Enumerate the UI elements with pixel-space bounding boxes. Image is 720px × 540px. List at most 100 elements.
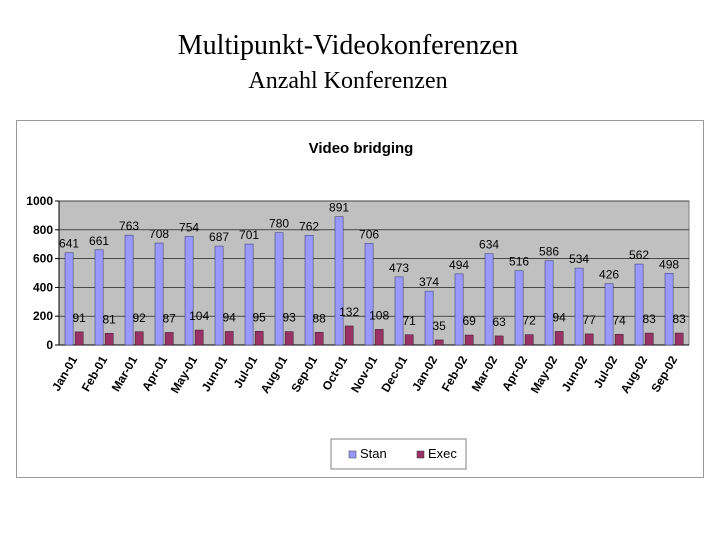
- y-tick-label: 600: [33, 252, 53, 266]
- x-tick-label: Nov-01: [348, 353, 380, 395]
- bar-exec: [674, 332, 684, 346]
- x-tick-label: Jul-01: [231, 353, 261, 390]
- bar-exec: [584, 333, 594, 346]
- bar-stan: [484, 253, 494, 346]
- data-label-stan: 754: [179, 220, 199, 234]
- data-label-exec: 35: [432, 319, 446, 333]
- bar-exec: [134, 331, 144, 346]
- y-tick-label: 200: [33, 309, 53, 323]
- data-label-stan: 763: [119, 219, 139, 233]
- legend-label-stan: Stan: [360, 446, 387, 461]
- bar-stan: [514, 270, 524, 346]
- bar-exec: [374, 329, 384, 346]
- data-label-exec: 83: [642, 312, 656, 326]
- bar-exec: [404, 334, 414, 346]
- data-label-stan: 706: [359, 227, 379, 241]
- bar-stan: [154, 242, 164, 346]
- bar-stan: [574, 267, 584, 346]
- x-tick-label: Sep-02: [648, 353, 680, 394]
- legend-swatch-stan: [348, 450, 357, 459]
- bar-stan: [184, 236, 194, 346]
- bar-exec: [464, 334, 474, 346]
- bar-stan: [664, 273, 674, 346]
- bar-exec: [194, 329, 204, 346]
- x-tick-label: Jan-02: [409, 353, 440, 393]
- bar-stan: [94, 249, 104, 346]
- legend-box: [330, 438, 467, 470]
- data-label-exec: 104: [189, 309, 209, 323]
- bar-exec: [224, 331, 234, 346]
- x-tick-label: May-01: [168, 353, 201, 396]
- x-tick-label: Oct-01: [319, 353, 350, 393]
- data-label-stan: 661: [89, 234, 109, 248]
- data-label-exec: 83: [672, 312, 686, 326]
- data-label-exec: 91: [72, 311, 86, 325]
- data-label-exec: 108: [369, 308, 389, 322]
- data-label-stan: 586: [539, 245, 559, 259]
- data-label-exec: 71: [402, 314, 416, 328]
- bar-stan: [64, 252, 74, 346]
- y-tick-label: 1000: [26, 194, 53, 208]
- bar-stan: [604, 283, 614, 346]
- x-tick-label: Aug-02: [618, 353, 651, 396]
- data-label-exec: 77: [582, 313, 596, 327]
- bar-exec: [104, 333, 114, 346]
- bar-exec: [614, 334, 624, 346]
- bar-exec: [254, 331, 264, 346]
- data-label-stan: 534: [569, 252, 589, 266]
- x-tick-label: Feb-01: [79, 353, 111, 394]
- y-tick-label: 0: [46, 338, 53, 352]
- x-tick-label: Feb-02: [439, 353, 471, 394]
- x-tick-label: Dec-01: [378, 353, 410, 394]
- data-label-exec: 93: [282, 311, 296, 325]
- data-label-exec: 88: [312, 311, 326, 325]
- data-label-stan: 780: [269, 217, 289, 231]
- x-tick-label: Apr-01: [139, 353, 170, 393]
- bar-stan: [244, 243, 254, 346]
- x-tick-label: Jun-02: [559, 353, 591, 394]
- bar-stan: [124, 234, 134, 346]
- data-label-stan: 374: [419, 275, 439, 289]
- bar-stan: [304, 235, 314, 346]
- data-label-exec: 74: [612, 313, 626, 327]
- data-label-exec: 63: [492, 315, 506, 329]
- data-label-exec: 92: [132, 311, 146, 325]
- data-label-exec: 81: [102, 312, 116, 326]
- data-label-stan: 762: [299, 219, 319, 233]
- x-tick-label: Mar-02: [469, 353, 501, 394]
- bar-exec: [554, 331, 564, 346]
- data-label-stan: 701: [239, 228, 259, 242]
- bar-stan: [454, 273, 464, 346]
- bar-stan: [364, 243, 374, 346]
- x-tick-label: Jul-02: [591, 353, 621, 390]
- data-label-exec: 95: [252, 310, 266, 324]
- data-label-stan: 641: [59, 237, 79, 251]
- slide-subtitle: Anzahl Konferenzen: [248, 68, 448, 94]
- slide-title: Multipunkt-Videokonferenzen: [177, 30, 519, 61]
- x-tick-label: Apr-02: [499, 353, 530, 393]
- data-label-stan: 426: [599, 268, 619, 282]
- data-label-exec: 72: [522, 314, 536, 328]
- data-label-stan: 891: [329, 201, 349, 215]
- bar-stan: [544, 260, 554, 346]
- bar-exec: [74, 331, 84, 346]
- x-tick-label: May-02: [528, 353, 561, 396]
- data-label-exec: 94: [552, 310, 566, 324]
- data-label-stan: 634: [479, 238, 499, 252]
- data-label-stan: 494: [449, 258, 469, 272]
- bar-exec: [164, 332, 174, 346]
- data-label-stan: 687: [209, 230, 229, 244]
- y-tick-label: 800: [33, 223, 53, 237]
- legend-swatch-exec: [416, 450, 425, 459]
- data-label-stan: 708: [149, 227, 169, 241]
- x-tick-label: Aug-01: [258, 353, 291, 396]
- bar-stan: [424, 290, 434, 346]
- data-label-exec: 132: [339, 305, 359, 319]
- data-label-exec: 94: [222, 310, 236, 324]
- bar-exec: [644, 332, 654, 346]
- x-tick-label: Jun-01: [199, 353, 231, 394]
- bar-stan: [214, 245, 224, 346]
- bar-stan: [274, 232, 284, 346]
- legend-label-exec: Exec: [428, 446, 457, 461]
- data-label-stan: 498: [659, 257, 679, 271]
